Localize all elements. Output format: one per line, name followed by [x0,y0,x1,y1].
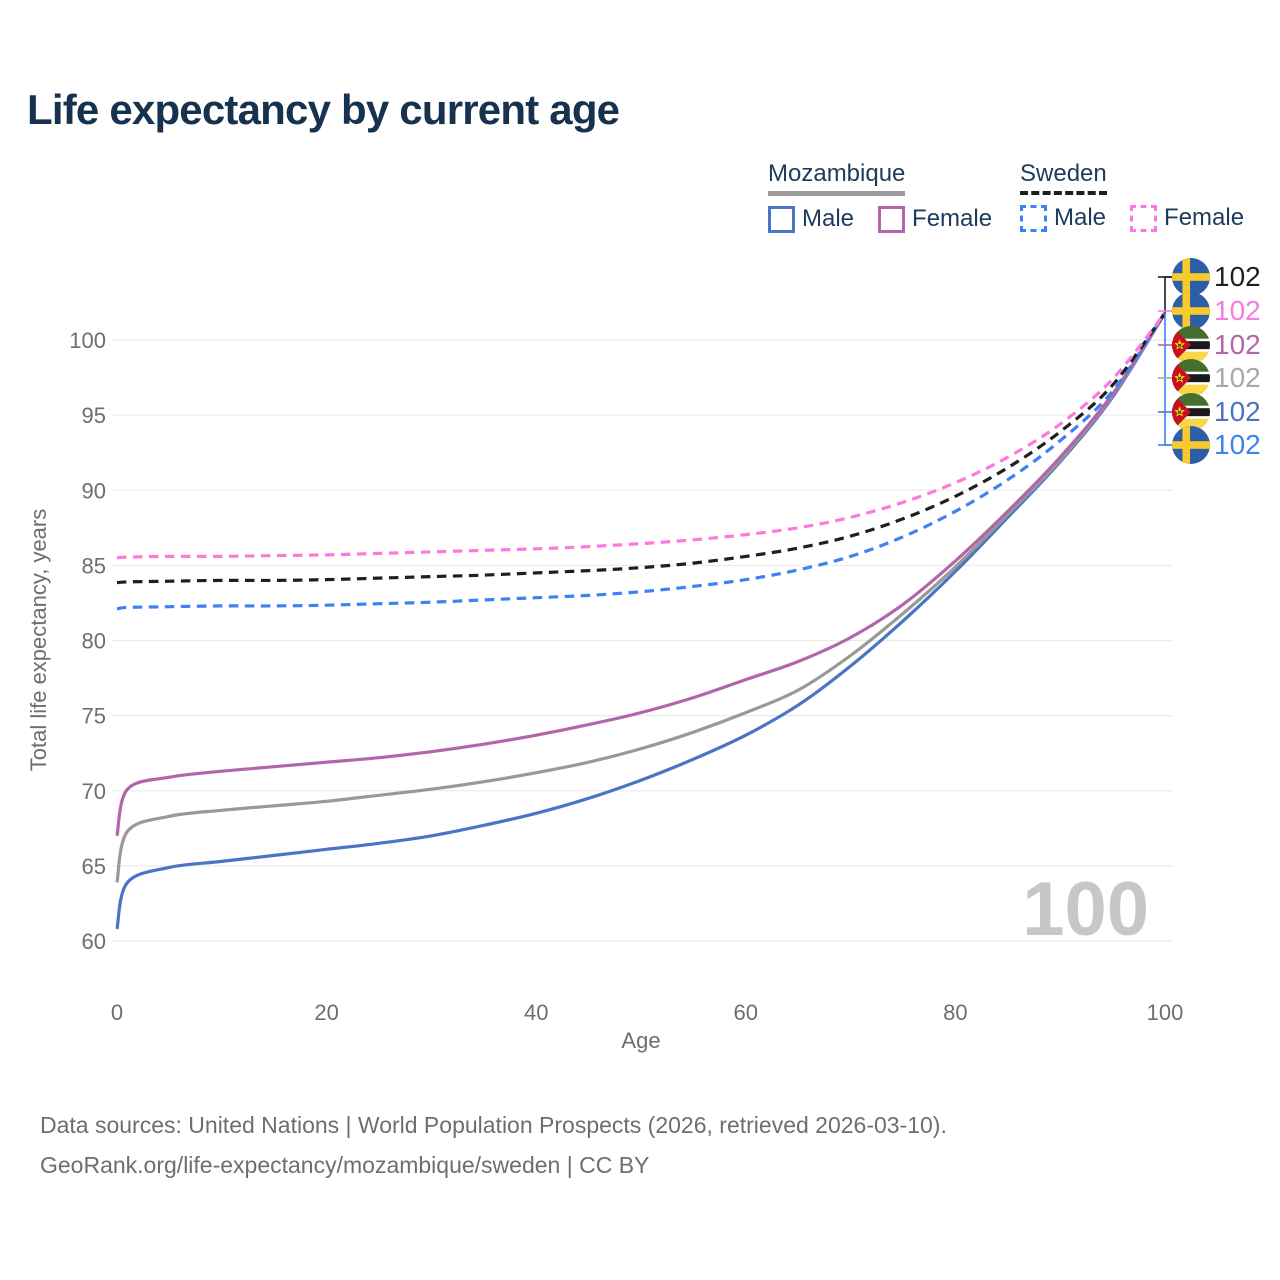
leader-line [1164,276,1172,313]
line-swatch-icon [1130,204,1158,232]
leader-line [1164,312,1172,446]
x-axis-title: Age [621,1028,660,1053]
footer-data-sources: Data sources: United Nations | World Pop… [40,1112,947,1138]
series-line-mozambique-male[interactable] [115,312,1167,930]
series-line-mozambique-all[interactable] [115,312,1167,883]
y-tick-label: 65 [82,854,106,879]
legend-item-mozambique-female[interactable]: Female [878,205,992,233]
x-tick-label: 60 [734,1000,758,1025]
y-tick-label: 70 [82,779,106,804]
y-tick-label: 90 [82,478,106,503]
line-swatch-icon [878,205,906,233]
legend-group-sweden: Sweden Male Female [1020,160,1244,232]
series-line-sweden-female[interactable] [116,312,1167,560]
legend-item-mozambique-male[interactable]: Male [768,205,854,233]
y-axis-title: Total life expectancy, years [26,509,51,772]
series-line-mozambique-female[interactable] [115,312,1167,837]
series-line-sweden-male[interactable] [116,312,1167,611]
line-swatch-icon [768,205,795,233]
x-tick-label: 20 [314,1000,338,1025]
y-tick-label: 100 [69,328,106,353]
legend-item-sweden-female[interactable]: Female [1130,204,1244,232]
legend-item-label: Female [912,205,993,232]
age-watermark: 100 [1022,867,1149,952]
legend-item-sweden-male[interactable]: Male [1020,204,1106,232]
x-tick-label: 40 [524,1000,548,1025]
legend-group-title-mozambique[interactable]: Mozambique [768,160,906,196]
line-swatch-icon [1020,204,1047,232]
page-title: Life expectancy by current age [27,86,620,133]
x-tick-label: 0 [111,1000,123,1025]
footer: Data sources: United Nations | World Pop… [40,1105,947,1185]
y-tick-label: 60 [82,929,106,954]
legend-item-label: Female [1164,204,1245,231]
y-tick-label: 95 [82,403,106,428]
footer-attribution: GeoRank.org/life-expectancy/mozambique/s… [40,1152,650,1178]
series-line-sweden-all[interactable] [116,312,1167,585]
legend-group-mozambique: Mozambique Male Female [768,160,992,233]
y-tick-label: 85 [82,553,106,578]
legend-group-title-sweden[interactable]: Sweden [1020,160,1107,195]
legend-item-label: Male [802,205,855,232]
y-tick-label: 80 [82,629,106,654]
x-tick-label: 100 [1147,1000,1184,1025]
legend-item-label: Male [1054,204,1107,231]
y-tick-label: 75 [82,704,106,729]
x-tick-label: 80 [943,1000,967,1025]
